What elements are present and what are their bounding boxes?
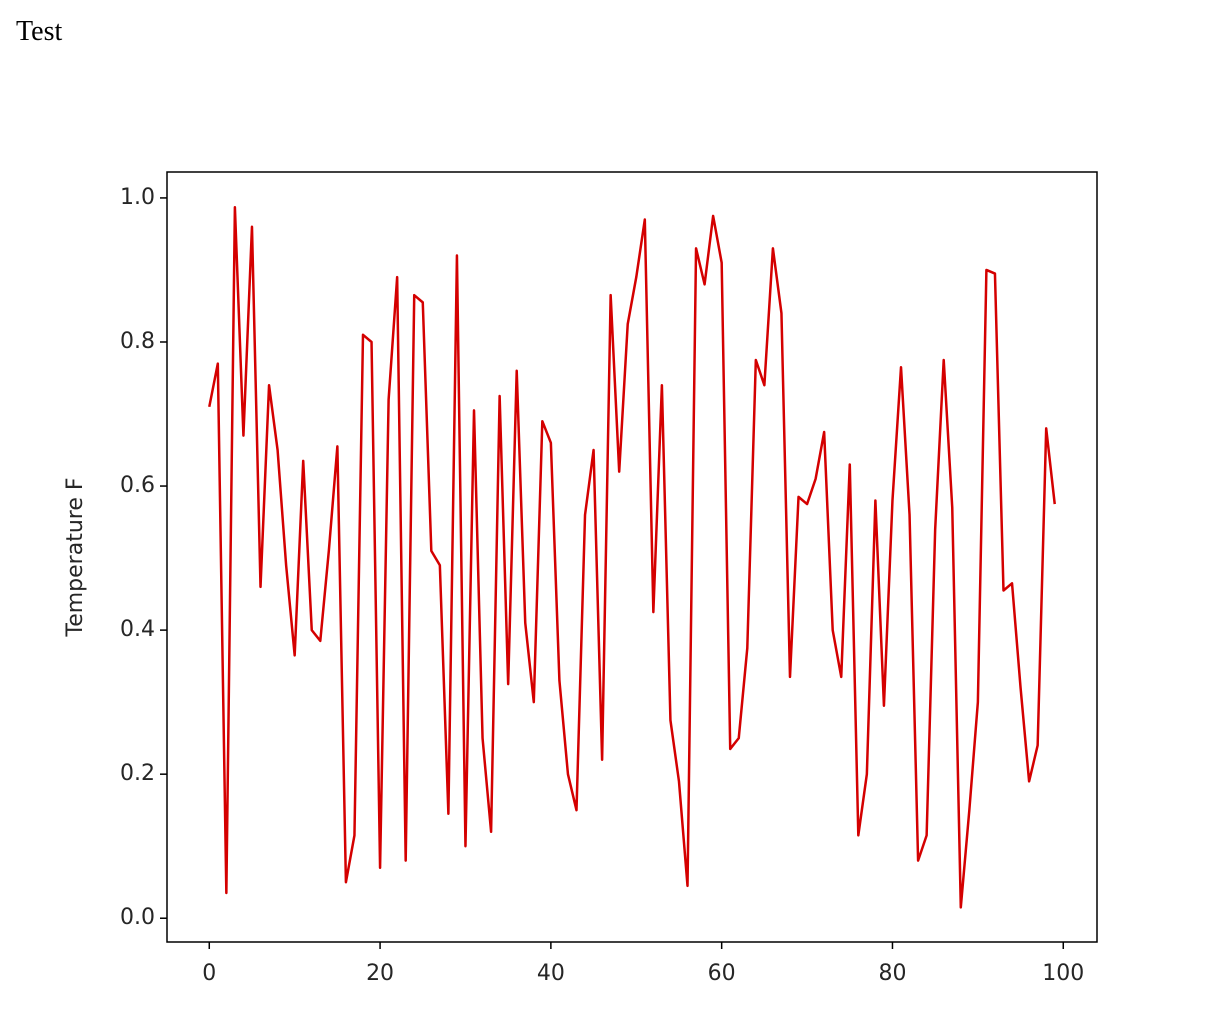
- y-tick-label: 0.0: [120, 905, 155, 930]
- y-axis-label: Temperature F: [63, 477, 88, 637]
- data-line: [208, 206, 1056, 909]
- x-tick-label: 40: [537, 961, 565, 986]
- y-tick-label: 1.0: [120, 185, 155, 210]
- y-tick-label: 0.2: [120, 761, 155, 786]
- x-tick-label: 80: [878, 961, 906, 986]
- y-tick-label: 0.6: [120, 473, 155, 498]
- x-tick-label: 100: [1042, 961, 1084, 986]
- y-tick-label: 0.8: [120, 329, 155, 354]
- x-tick-label: 0: [202, 961, 216, 986]
- y-tick-label: 0.4: [120, 617, 155, 642]
- page-heading: Test: [16, 16, 63, 47]
- x-tick-label: 60: [708, 961, 736, 986]
- x-tick-label: 20: [366, 961, 394, 986]
- plot-frame: [166, 171, 1098, 943]
